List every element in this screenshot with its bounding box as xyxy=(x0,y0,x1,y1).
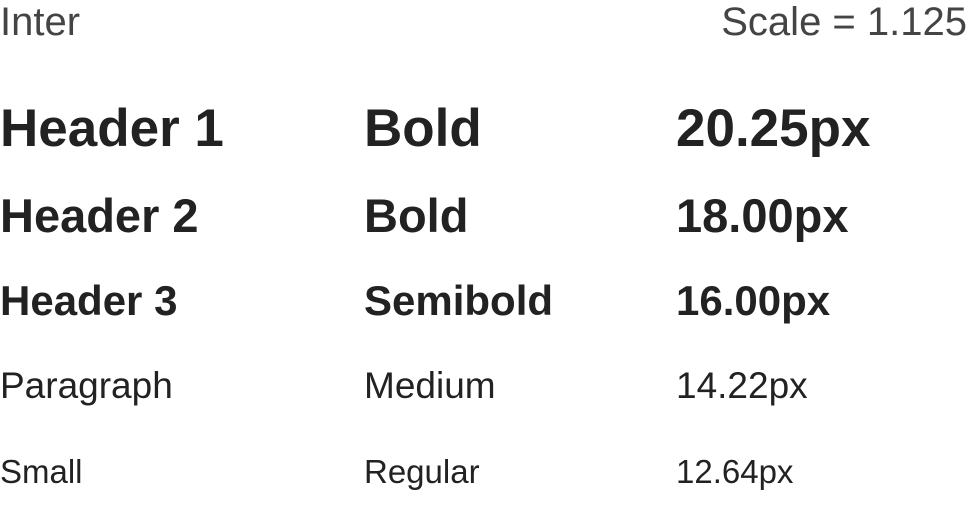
font-weight-label: Regular xyxy=(364,453,480,490)
style-name: Header 1 xyxy=(0,99,224,158)
scale-label: Scale = 1.125 xyxy=(721,0,967,44)
font-weight-label: Bold xyxy=(364,189,469,242)
style-name: Header 2 xyxy=(0,189,199,242)
style-name: Paragraph xyxy=(0,365,173,406)
style-name: Small xyxy=(0,453,83,490)
font-size-value: 20.25px xyxy=(676,99,871,158)
font-size-value: 12.64px xyxy=(676,453,794,490)
style-name: Header 3 xyxy=(0,277,178,324)
font-size-value: 16.00px xyxy=(676,277,831,324)
font-name-label: Inter xyxy=(0,0,81,44)
font-weight-label: Bold xyxy=(364,99,482,158)
font-weight-label: Medium xyxy=(364,365,496,406)
font-size-value: 18.00px xyxy=(676,189,849,242)
font-size-value: 14.22px xyxy=(676,365,808,406)
font-weight-label: Semibold xyxy=(364,277,554,324)
type-scale-header: Inter Scale = 1.125 xyxy=(0,0,969,44)
